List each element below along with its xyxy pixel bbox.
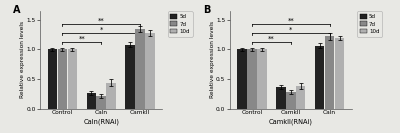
- Bar: [125, 45, 135, 109]
- Legend: 5d, 7d, 10d: 5d, 7d, 10d: [168, 11, 192, 37]
- Bar: [276, 87, 286, 109]
- Bar: [48, 49, 57, 109]
- Y-axis label: Relative expression levels: Relative expression levels: [20, 21, 25, 98]
- Bar: [86, 93, 96, 109]
- Bar: [315, 46, 324, 109]
- Bar: [247, 49, 257, 109]
- Y-axis label: Relative expression levels: Relative expression levels: [210, 21, 215, 98]
- X-axis label: Camkll(RNAi): Camkll(RNAi): [269, 118, 313, 125]
- Text: A: A: [13, 5, 20, 15]
- Bar: [68, 49, 77, 109]
- Bar: [257, 49, 267, 109]
- Text: **: **: [98, 18, 104, 24]
- Text: **: **: [268, 36, 275, 42]
- Text: **: **: [288, 18, 294, 24]
- Bar: [286, 92, 296, 109]
- Text: **: **: [78, 36, 85, 42]
- Text: B: B: [203, 5, 210, 15]
- Bar: [296, 86, 306, 109]
- X-axis label: Caln(RNAi): Caln(RNAi): [83, 118, 119, 125]
- Bar: [325, 36, 334, 109]
- Text: *: *: [289, 27, 292, 33]
- Bar: [96, 96, 106, 109]
- Bar: [237, 49, 247, 109]
- Bar: [58, 49, 67, 109]
- Bar: [145, 33, 155, 109]
- Legend: 5d, 7d, 10d: 5d, 7d, 10d: [357, 11, 382, 37]
- Text: *: *: [100, 27, 103, 33]
- Bar: [135, 29, 145, 109]
- Bar: [335, 38, 344, 109]
- Bar: [106, 83, 116, 109]
